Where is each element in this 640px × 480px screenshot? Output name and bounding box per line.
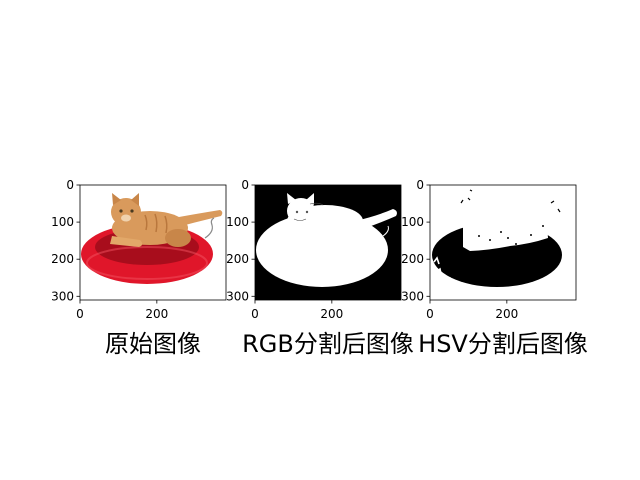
image-hsv-mask [430,185,576,300]
panel-hsv: 0 200 0 100 200 300 HSV分割后图像 [401,178,588,358]
y-tick-label: 300 [226,289,249,303]
y-tick-label: 0 [416,178,424,192]
y-tick-label: 200 [226,252,249,266]
x-tick-label: 200 [495,307,518,321]
axes-frame [254,184,402,301]
axes-frame [79,184,227,301]
cat-ear-right [131,193,139,206]
x-tick-label: 0 [426,307,434,321]
y-tick-label: 200 [51,252,74,266]
image-rgb-mask [255,185,401,300]
mask-noise-dots [478,225,544,245]
y-tick-label: 100 [226,215,249,229]
mask-fur-outline [293,202,324,221]
axes-frame [429,184,577,301]
y-tick-label: 0 [66,178,74,192]
cat-eye-right [130,209,134,213]
cat-stripes [144,213,168,234]
cat-eye-left [119,209,123,213]
panel-rgb: 0 200 0 100 200 300 RGB分割后图像 [226,178,414,358]
mask-eye-left [295,210,299,214]
mask-cat-silhouette [463,198,548,251]
cat-head [111,198,141,226]
panel-original: 0 200 0 100 200 300 原始图像 [51,178,227,358]
image-original [80,185,226,300]
y-tick-label: 300 [401,289,424,303]
cat-hind-leg [165,229,191,247]
y-tick-label: 0 [241,178,249,192]
mask-cat-tail [355,209,397,231]
mask-cushion-region [256,213,388,287]
cushion-rim-highlight [86,246,208,280]
y-tick-label: 100 [51,215,74,229]
panel-label: HSV分割后图像 [418,330,588,358]
mask-cat-ear-left [287,193,296,204]
y-tick-label: 300 [51,289,74,303]
mask-cord-trace [382,225,389,237]
cat-front-legs [110,236,143,247]
x-tick-label: 200 [320,307,343,321]
panel-label: RGB分割后图像 [242,330,414,358]
x-tick-label: 200 [145,307,168,321]
mask-eye-right [305,210,309,214]
power-cord [204,217,215,239]
mask-cat-ear-right [306,193,314,205]
y-tick-label: 100 [401,215,424,229]
panel-label: 原始图像 [105,330,201,358]
mask-cat-head [287,198,315,224]
x-tick-label: 0 [251,307,259,321]
y-tick-label: 200 [401,252,424,266]
cat-muzzle [121,214,131,222]
mask-top-noise [460,189,561,213]
mask-speckle-edges [433,228,571,283]
x-tick-label: 0 [76,307,84,321]
cat-ear-left [112,193,121,205]
